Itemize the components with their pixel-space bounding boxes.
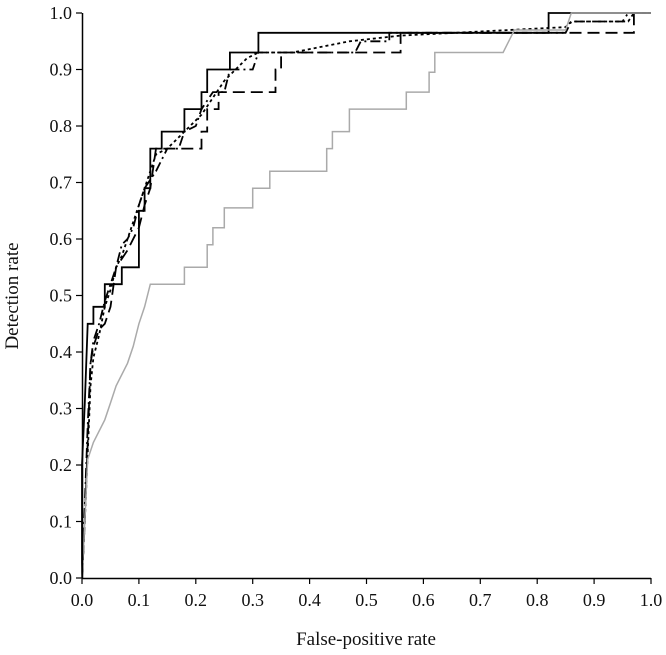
x-tick-label: 0.5 <box>355 590 378 610</box>
x-tick-label: 0.0 <box>71 590 94 610</box>
y-axis-title: Detection rate <box>2 242 23 349</box>
series-line-2 <box>81 12 651 579</box>
x-tick-label: 0.1 <box>128 590 151 610</box>
y-tick-label: 0.2 <box>50 455 73 475</box>
x-tick-label: 0.6 <box>412 590 435 610</box>
x-axis-title: False-positive rate <box>296 629 436 650</box>
x-tick-label: 1.0 <box>640 590 663 610</box>
y-tick-label: 0.0 <box>50 568 73 588</box>
series-line-4 <box>81 12 651 579</box>
x-tick-label: 0.9 <box>583 590 606 610</box>
series-line-5 <box>81 12 651 579</box>
y-tick-label: 0.3 <box>50 399 73 419</box>
y-tick-label: 0.8 <box>50 116 73 136</box>
series-line-1 <box>81 12 651 578</box>
y-tick-label: 1.0 <box>50 3 73 23</box>
x-tick-label: 0.8 <box>526 590 549 610</box>
y-tick-label: 0.4 <box>50 342 73 362</box>
y-tick-label: 0.9 <box>50 60 73 80</box>
series-line-3 <box>81 12 651 579</box>
x-tick-label: 0.3 <box>241 590 264 610</box>
y-tick-label: 0.5 <box>50 286 73 306</box>
y-tick-label: 0.7 <box>50 173 73 193</box>
series-layer <box>81 12 651 579</box>
x-tick-label: 0.7 <box>469 590 492 610</box>
y-tick-label: 0.1 <box>50 512 73 532</box>
x-tick-label: 0.4 <box>298 590 321 610</box>
x-tick-label: 0.2 <box>185 590 208 610</box>
ticks-layer: 0.0 0.1 0.2 0.3 0.4 0.5 0.6 0.7 0.8 0.9 1.0 0.0 0.1 0… <box>50 3 663 610</box>
y-tick-label: 0.6 <box>50 229 73 249</box>
